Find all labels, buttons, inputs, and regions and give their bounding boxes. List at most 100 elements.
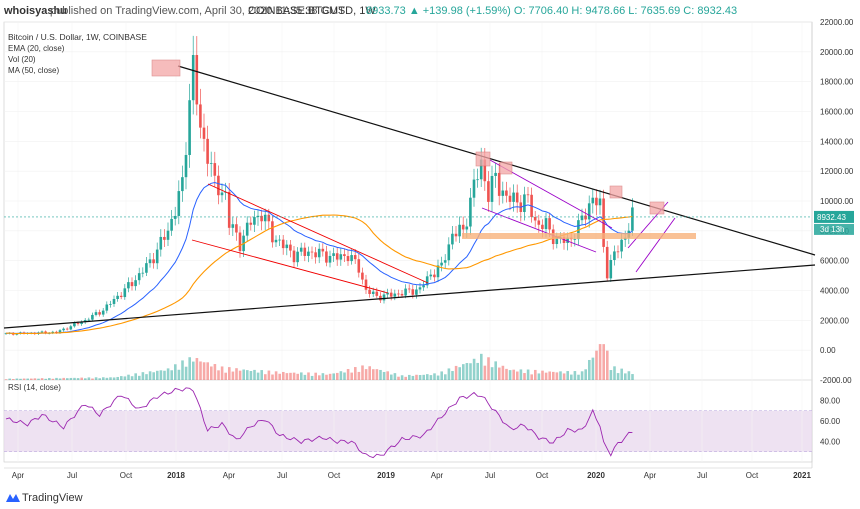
price-tick-label: 22000.00 <box>820 18 854 27</box>
time-tick-label: 2020 <box>587 471 605 480</box>
price-tick-label: 2000.00 <box>820 316 849 325</box>
volume-bar <box>271 374 274 380</box>
rsi-band <box>4 410 812 452</box>
candle-body <box>454 233 458 237</box>
volume-bar <box>285 373 289 380</box>
candle-body <box>375 291 379 296</box>
candle-body <box>65 328 69 330</box>
volume-bar <box>498 367 501 380</box>
candle-body <box>357 259 361 273</box>
volume-bar <box>336 372 339 380</box>
volume-bar <box>501 365 505 380</box>
volume-bar <box>141 372 145 380</box>
candle-body <box>105 304 109 311</box>
volume-bar <box>444 374 447 380</box>
candle-body <box>260 215 263 222</box>
purple-channel-bottom <box>481 207 597 253</box>
volume-bar <box>609 370 613 380</box>
candle-body <box>533 216 537 221</box>
candle-body <box>505 190 508 196</box>
volume-bar <box>314 372 317 380</box>
candle-body <box>213 163 217 176</box>
volume-bar <box>393 373 397 380</box>
candle-body <box>94 312 98 315</box>
candle-body <box>134 280 137 287</box>
volume-bar <box>372 369 375 380</box>
candle-body <box>433 274 436 278</box>
rsi-tick-label: 40.00 <box>820 438 841 447</box>
volume-bar <box>562 373 566 380</box>
volume-bar <box>98 378 101 380</box>
volume-bar <box>343 372 346 380</box>
volume-bar <box>217 370 220 380</box>
volume-bar <box>30 378 33 380</box>
top-marker-box <box>649 201 665 215</box>
candle-body <box>152 259 155 264</box>
rsi-tick-label: 60.00 <box>820 417 841 426</box>
volume-bar <box>519 369 523 380</box>
volume-bar <box>469 363 472 380</box>
candle-body <box>307 251 310 256</box>
volume-bar <box>577 374 580 380</box>
volume-bar <box>76 378 80 380</box>
candle-body <box>109 303 112 305</box>
volume-bar <box>210 366 213 380</box>
candle-body <box>87 319 91 321</box>
volume-bar <box>112 377 116 380</box>
volume-bar <box>404 376 407 380</box>
legend-ma: MA (50, close) <box>8 66 59 75</box>
rsi-line <box>5 387 633 459</box>
volume-bar <box>318 375 321 380</box>
candle-body <box>350 255 353 262</box>
volume-bar <box>44 378 47 380</box>
candle-body <box>202 127 206 139</box>
time-tick-label: 2019 <box>377 471 395 480</box>
candle-body <box>256 215 260 218</box>
candle-body <box>220 192 224 196</box>
volume-bar <box>447 368 451 380</box>
candle-body <box>249 222 253 225</box>
volume-bar <box>15 378 19 380</box>
candle-body <box>465 226 469 230</box>
candle-body <box>274 239 278 243</box>
volume-bar <box>192 361 195 380</box>
volume-bar <box>8 378 11 380</box>
candle-body <box>238 232 242 252</box>
ma-line <box>5 214 633 335</box>
candle-body <box>209 163 213 164</box>
candle-body <box>195 55 199 105</box>
volume-bar <box>379 369 382 380</box>
volume-bar <box>368 366 371 380</box>
volume-bar <box>390 374 393 380</box>
current-price-tag <box>814 210 854 223</box>
price-tick-label: 10000.00 <box>820 197 854 206</box>
candle-body <box>73 323 76 327</box>
volume-bar <box>105 377 109 380</box>
volume-bar <box>411 375 415 380</box>
volume-bar <box>490 367 494 380</box>
volume-bar <box>4 379 8 380</box>
symbol-label: COINBASE:BTCUSD, 1W <box>248 5 376 17</box>
volume-bar <box>228 367 231 380</box>
candle-body <box>289 244 292 251</box>
candle-body <box>40 331 44 333</box>
volume-bar <box>364 369 368 380</box>
red-channel-top <box>207 183 429 284</box>
candle-body <box>418 287 422 290</box>
volume-bar <box>573 371 577 380</box>
candle-body <box>292 250 296 263</box>
candle-body <box>155 249 159 264</box>
volume-bar <box>127 374 130 380</box>
author-name[interactable]: whoisyashu <box>4 5 67 17</box>
legend-ema: EMA (20, close) <box>8 44 65 53</box>
volume-bar <box>548 371 551 380</box>
rsi-tick-label: 80.00 <box>820 397 841 406</box>
volume-bar <box>487 357 490 380</box>
volume-bar <box>278 373 281 380</box>
volume-bar <box>382 371 386 380</box>
volume-bar <box>433 373 436 380</box>
candle-body <box>130 282 134 287</box>
volume-bar <box>598 344 602 380</box>
volume-bar <box>289 372 292 380</box>
